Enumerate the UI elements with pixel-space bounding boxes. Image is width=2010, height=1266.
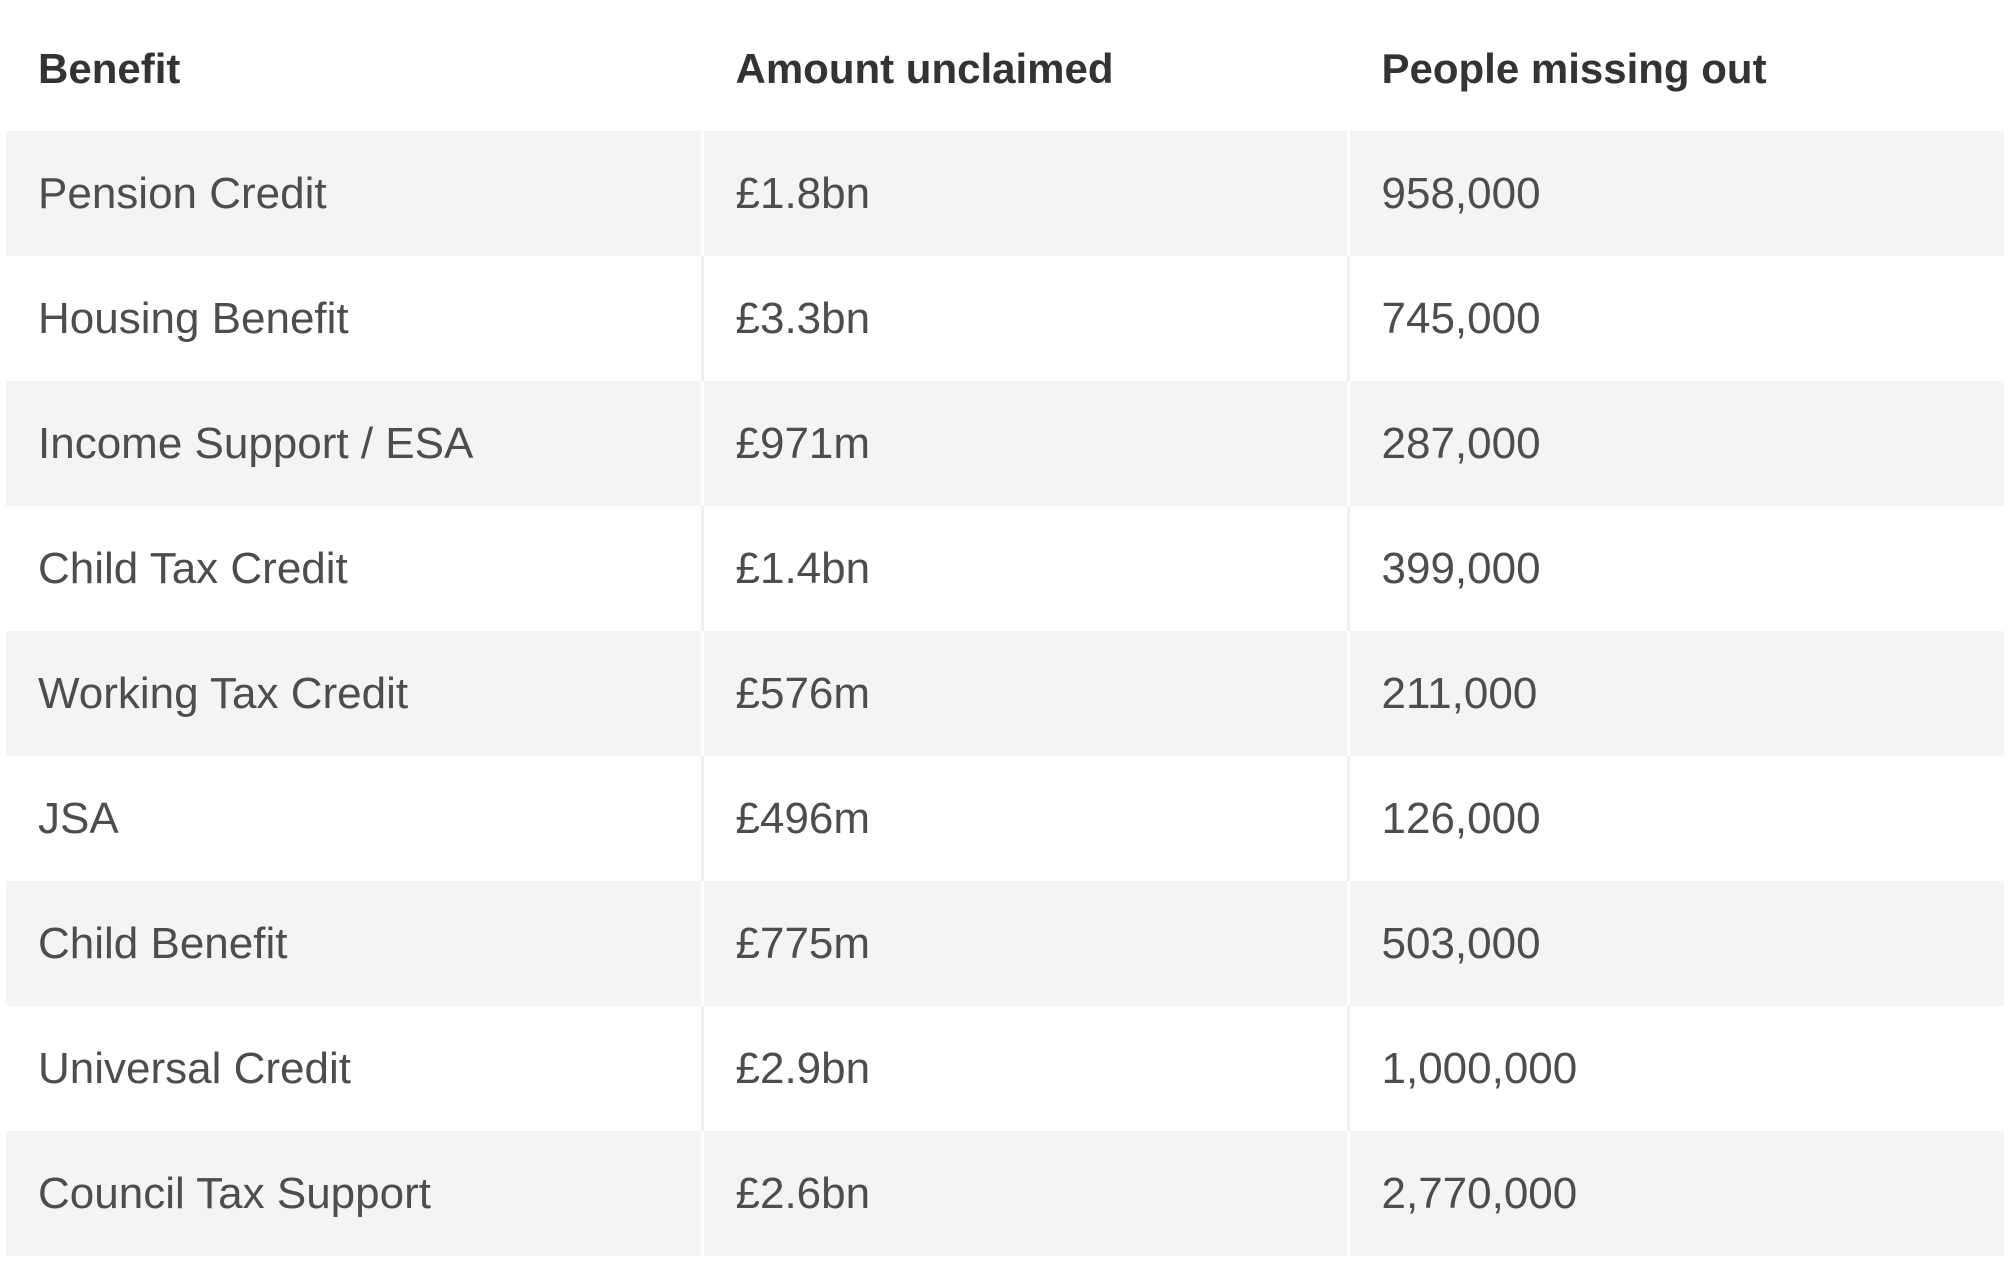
table-header: Benefit Amount unclaimed People missing … bbox=[6, 6, 2004, 131]
cell-benefit: JSA bbox=[6, 756, 704, 881]
cell-amount-unclaimed: £2.6bn bbox=[702, 1131, 1350, 1256]
benefits-table-container: Benefit Amount unclaimed People missing … bbox=[6, 6, 2004, 1260]
cell-amount-unclaimed: £775m bbox=[702, 881, 1350, 1006]
header-row: Benefit Amount unclaimed People missing … bbox=[6, 6, 2004, 131]
cell-amount-unclaimed: £576m bbox=[702, 631, 1350, 756]
table-row: Child Tax Credit £1.4bn 399,000 bbox=[6, 506, 2004, 631]
header-people-missing-out: People missing out bbox=[1348, 6, 2004, 131]
unclaimed-benefits-table: Benefit Amount unclaimed People missing … bbox=[6, 6, 2004, 1256]
cell-people-missing-out: 745,000 bbox=[1348, 256, 2004, 381]
cell-benefit: Housing Benefit bbox=[6, 256, 704, 381]
cell-people-missing-out: 2,770,000 bbox=[1348, 1131, 2004, 1256]
cell-people-missing-out: 399,000 bbox=[1348, 506, 2004, 631]
table-row: Pension Credit £1.8bn 958,000 bbox=[6, 131, 2004, 256]
cell-people-missing-out: 1,000,000 bbox=[1348, 1006, 2004, 1131]
cell-benefit: Council Tax Support bbox=[6, 1131, 704, 1256]
cell-amount-unclaimed: £1.8bn bbox=[702, 131, 1350, 256]
table-row: Universal Credit £2.9bn 1,000,000 bbox=[6, 1006, 2004, 1131]
cell-amount-unclaimed: £1.4bn bbox=[702, 506, 1350, 631]
table-row: Housing Benefit £3.3bn 745,000 bbox=[6, 256, 2004, 381]
header-benefit: Benefit bbox=[6, 6, 704, 131]
cell-benefit: Child Benefit bbox=[6, 881, 704, 1006]
cell-people-missing-out: 126,000 bbox=[1348, 756, 2004, 881]
table-row: Child Benefit £775m 503,000 bbox=[6, 881, 2004, 1006]
cell-benefit: Universal Credit bbox=[6, 1006, 704, 1131]
cell-benefit: Income Support / ESA bbox=[6, 381, 704, 506]
cell-amount-unclaimed: £496m bbox=[702, 756, 1350, 881]
header-amount-unclaimed: Amount unclaimed bbox=[702, 6, 1350, 131]
cell-people-missing-out: 503,000 bbox=[1348, 881, 2004, 1006]
cell-amount-unclaimed: £3.3bn bbox=[702, 256, 1350, 381]
table-row: Income Support / ESA £971m 287,000 bbox=[6, 381, 2004, 506]
table-row: Council Tax Support £2.6bn 2,770,000 bbox=[6, 1131, 2004, 1256]
cell-people-missing-out: 958,000 bbox=[1348, 131, 2004, 256]
cell-amount-unclaimed: £971m bbox=[702, 381, 1350, 506]
table-body: Pension Credit £1.8bn 958,000 Housing Be… bbox=[6, 131, 2004, 1256]
cell-amount-unclaimed: £2.9bn bbox=[702, 1006, 1350, 1131]
table-row: JSA £496m 126,000 bbox=[6, 756, 2004, 881]
cell-benefit: Pension Credit bbox=[6, 131, 704, 256]
cell-people-missing-out: 211,000 bbox=[1348, 631, 2004, 756]
table-row: Working Tax Credit £576m 211,000 bbox=[6, 631, 2004, 756]
cell-benefit: Working Tax Credit bbox=[6, 631, 704, 756]
cell-people-missing-out: 287,000 bbox=[1348, 381, 2004, 506]
cell-benefit: Child Tax Credit bbox=[6, 506, 704, 631]
